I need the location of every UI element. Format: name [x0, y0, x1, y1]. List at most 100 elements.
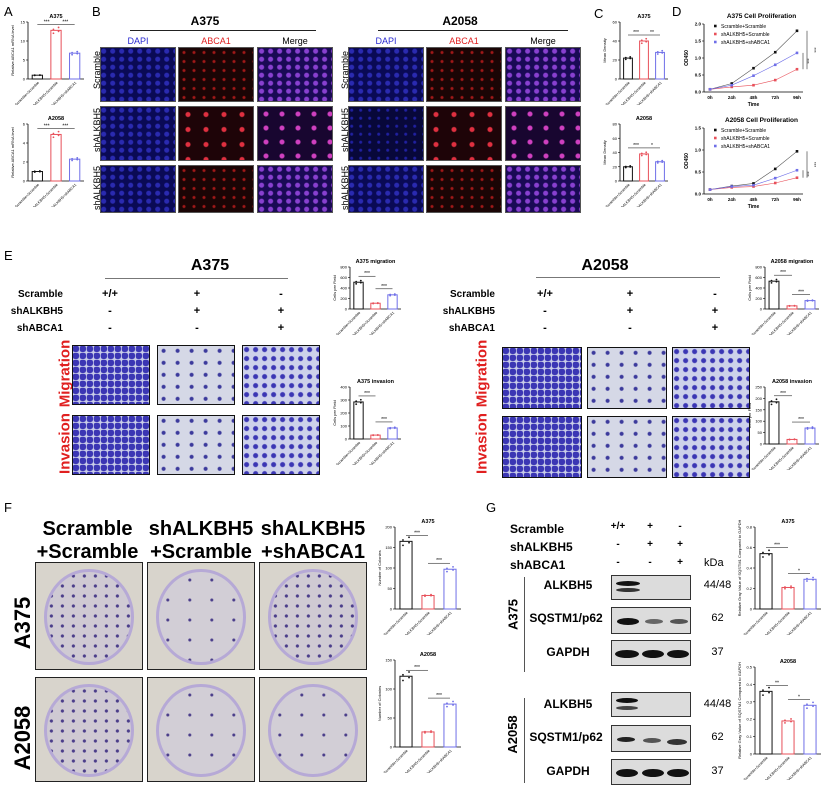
svg-text:A375: A375: [781, 519, 794, 525]
svg-text:1.0: 1.0: [695, 148, 702, 153]
svg-text:shALKBH5+shABCA1: shALKBH5+shABCA1: [721, 144, 770, 150]
f-row-a375: A375: [10, 596, 35, 650]
e-cond-labels-a2058: Scramble shALKBH5 shABCA1: [442, 289, 495, 334]
if-a375-shabca1-dapi: [100, 165, 176, 213]
e-cond-col1-a2058: +/+ - -: [537, 288, 553, 334]
g-bracket-a375: [524, 577, 525, 672]
e-row-migration-a375: Migration: [56, 339, 74, 408]
svg-text:***: ***: [414, 530, 420, 536]
svg-text:0h: 0h: [707, 197, 713, 202]
svg-text:A2058 invasion: A2058 invasion: [772, 379, 813, 385]
svg-text:0: 0: [760, 442, 763, 447]
svg-text:0.2: 0.2: [746, 586, 752, 591]
svg-text:400: 400: [340, 385, 347, 390]
if-a375-shalkbh5-dapi: [100, 106, 176, 161]
svg-text:0.2: 0.2: [746, 717, 752, 722]
blot-a375-alkbh5: [611, 575, 691, 600]
g-cond-col1: +/+ - -: [610, 521, 626, 568]
g-kda-p62-a375: 62: [711, 612, 724, 624]
svg-text:0: 0: [750, 607, 753, 612]
e-title-a2058: A2058: [581, 257, 629, 274]
b-channel-merge-a2058: Merge: [530, 36, 556, 46]
panel-letter-b: B: [92, 4, 101, 19]
svg-text:shALKBH5+shABCA1: shALKBH5+shABCA1: [721, 40, 770, 46]
if-a2058-scr-abca1: [426, 47, 502, 102]
svg-text:600: 600: [340, 275, 347, 280]
svg-text:200: 200: [340, 411, 347, 416]
b-channel-merge-a375: Merge: [282, 36, 308, 46]
svg-text:1.5: 1.5: [695, 39, 702, 44]
svg-text:600: 600: [755, 275, 762, 280]
svg-text:***: ***: [44, 123, 50, 129]
panel-letter-a: A: [4, 4, 13, 19]
svg-text:200: 200: [755, 296, 762, 301]
colony-dish-a375-scr: [35, 562, 143, 670]
svg-text:0.8: 0.8: [746, 525, 752, 530]
g-protein-p62-a2058: SQSTM1/p62: [529, 730, 603, 744]
g-blot-cellline-a375: A375: [505, 598, 521, 631]
svg-text:20: 20: [613, 164, 618, 169]
svg-text:***: ***: [774, 543, 780, 549]
panel-letter-d: D: [672, 4, 682, 19]
e-cond-labels-a375: Scramble shALKBH5 shABCA1: [10, 289, 63, 334]
svg-text:***: ***: [436, 558, 442, 564]
svg-text:100: 100: [385, 687, 392, 692]
svg-text:shALKBH5+Scramble: shALKBH5+Scramble: [721, 32, 770, 38]
svg-text:0: 0: [23, 179, 26, 184]
blot-a375-gapdh: [611, 640, 691, 666]
svg-text:0.4: 0.4: [746, 682, 752, 687]
chart-f-a375: A375 0 50 100 150 200 Number of Colonies Scramb…: [375, 515, 465, 639]
f-col-label-1: Scramble +Scramble: [36, 518, 139, 563]
chart-e-a2058-migration: A2058 migration 0 200 400 600 800 Cells per Fi…: [745, 255, 823, 339]
blot-a375-p62: [611, 607, 691, 634]
svg-text:50: 50: [758, 430, 763, 435]
svg-text:***: ***: [812, 162, 817, 168]
svg-text:Mean Density: Mean Density: [602, 140, 607, 164]
svg-text:Time: Time: [748, 102, 760, 108]
svg-text:A375 invasion: A375 invasion: [357, 379, 395, 385]
panel-letter-g: G: [486, 500, 497, 515]
colony-dish-a2058-scr: [35, 677, 143, 782]
svg-text:A2058: A2058: [780, 659, 796, 665]
transwell-a2058-invasion-shabca1: [672, 416, 750, 478]
colony-dish-a2058-shalkbh5: [147, 677, 255, 782]
if-a375-shabca1-merge: [257, 165, 333, 213]
if-a2058-shabca1-merge: [505, 165, 581, 213]
transwell-a375-invasion-shabca1: [242, 415, 320, 475]
svg-text:100: 100: [755, 419, 762, 424]
chart-c-a375: A375 0 20 40 60 Mean Density Scramble+Scramble…: [600, 10, 672, 109]
colony-dish-a375-shalkbh5: [147, 562, 255, 670]
svg-text:0: 0: [760, 307, 763, 312]
svg-text:0: 0: [390, 607, 393, 612]
svg-text:72h: 72h: [771, 95, 779, 100]
svg-text:***: ***: [62, 123, 68, 129]
g-protein-alkbh5-a375: ALKBH5: [543, 578, 593, 592]
svg-text:***: ***: [364, 391, 370, 397]
chart-d-a375: A375 Cell Proliferation 0.0 0.5 1.0 1.5 2.0 0h…: [680, 10, 825, 112]
svg-text:***: ***: [798, 290, 804, 296]
svg-text:Cells per Field: Cells per Field: [332, 275, 337, 301]
svg-text:***: ***: [633, 30, 639, 36]
svg-text:0: 0: [345, 437, 348, 442]
svg-text:***: ***: [62, 19, 68, 25]
svg-text:OD450: OD450: [684, 153, 690, 169]
svg-text:0.1: 0.1: [746, 734, 752, 739]
f-col-label-3: shALKBH5 +shABCA1: [260, 518, 366, 563]
svg-text:2.0: 2.0: [695, 22, 702, 27]
f-col-label-2: shALKBH5 +Scramble: [148, 518, 254, 563]
svg-text:***: ***: [414, 665, 420, 671]
svg-text:50: 50: [388, 716, 393, 721]
e-cond-col2-a375: + + -: [193, 288, 201, 334]
b-channel-dapi-a375: DAPI: [127, 36, 149, 46]
g-blot-cellline-a2058: A2058: [505, 715, 520, 754]
svg-text:Number of Colonies: Number of Colonies: [377, 550, 382, 585]
svg-text:0: 0: [750, 752, 753, 757]
e-row-migration-a2058: Migration: [473, 339, 491, 408]
g-protein-alkbh5-a2058: ALKBH5: [543, 697, 593, 711]
svg-text:*: *: [798, 568, 800, 574]
svg-text:10: 10: [21, 39, 26, 44]
svg-text:***: ***: [798, 417, 804, 423]
svg-text:6: 6: [23, 122, 26, 127]
svg-text:Time: Time: [748, 204, 760, 210]
chart-a-a375: A375 0 5 10 15 Relative ABCA1 mRNA level Scram…: [8, 10, 88, 109]
